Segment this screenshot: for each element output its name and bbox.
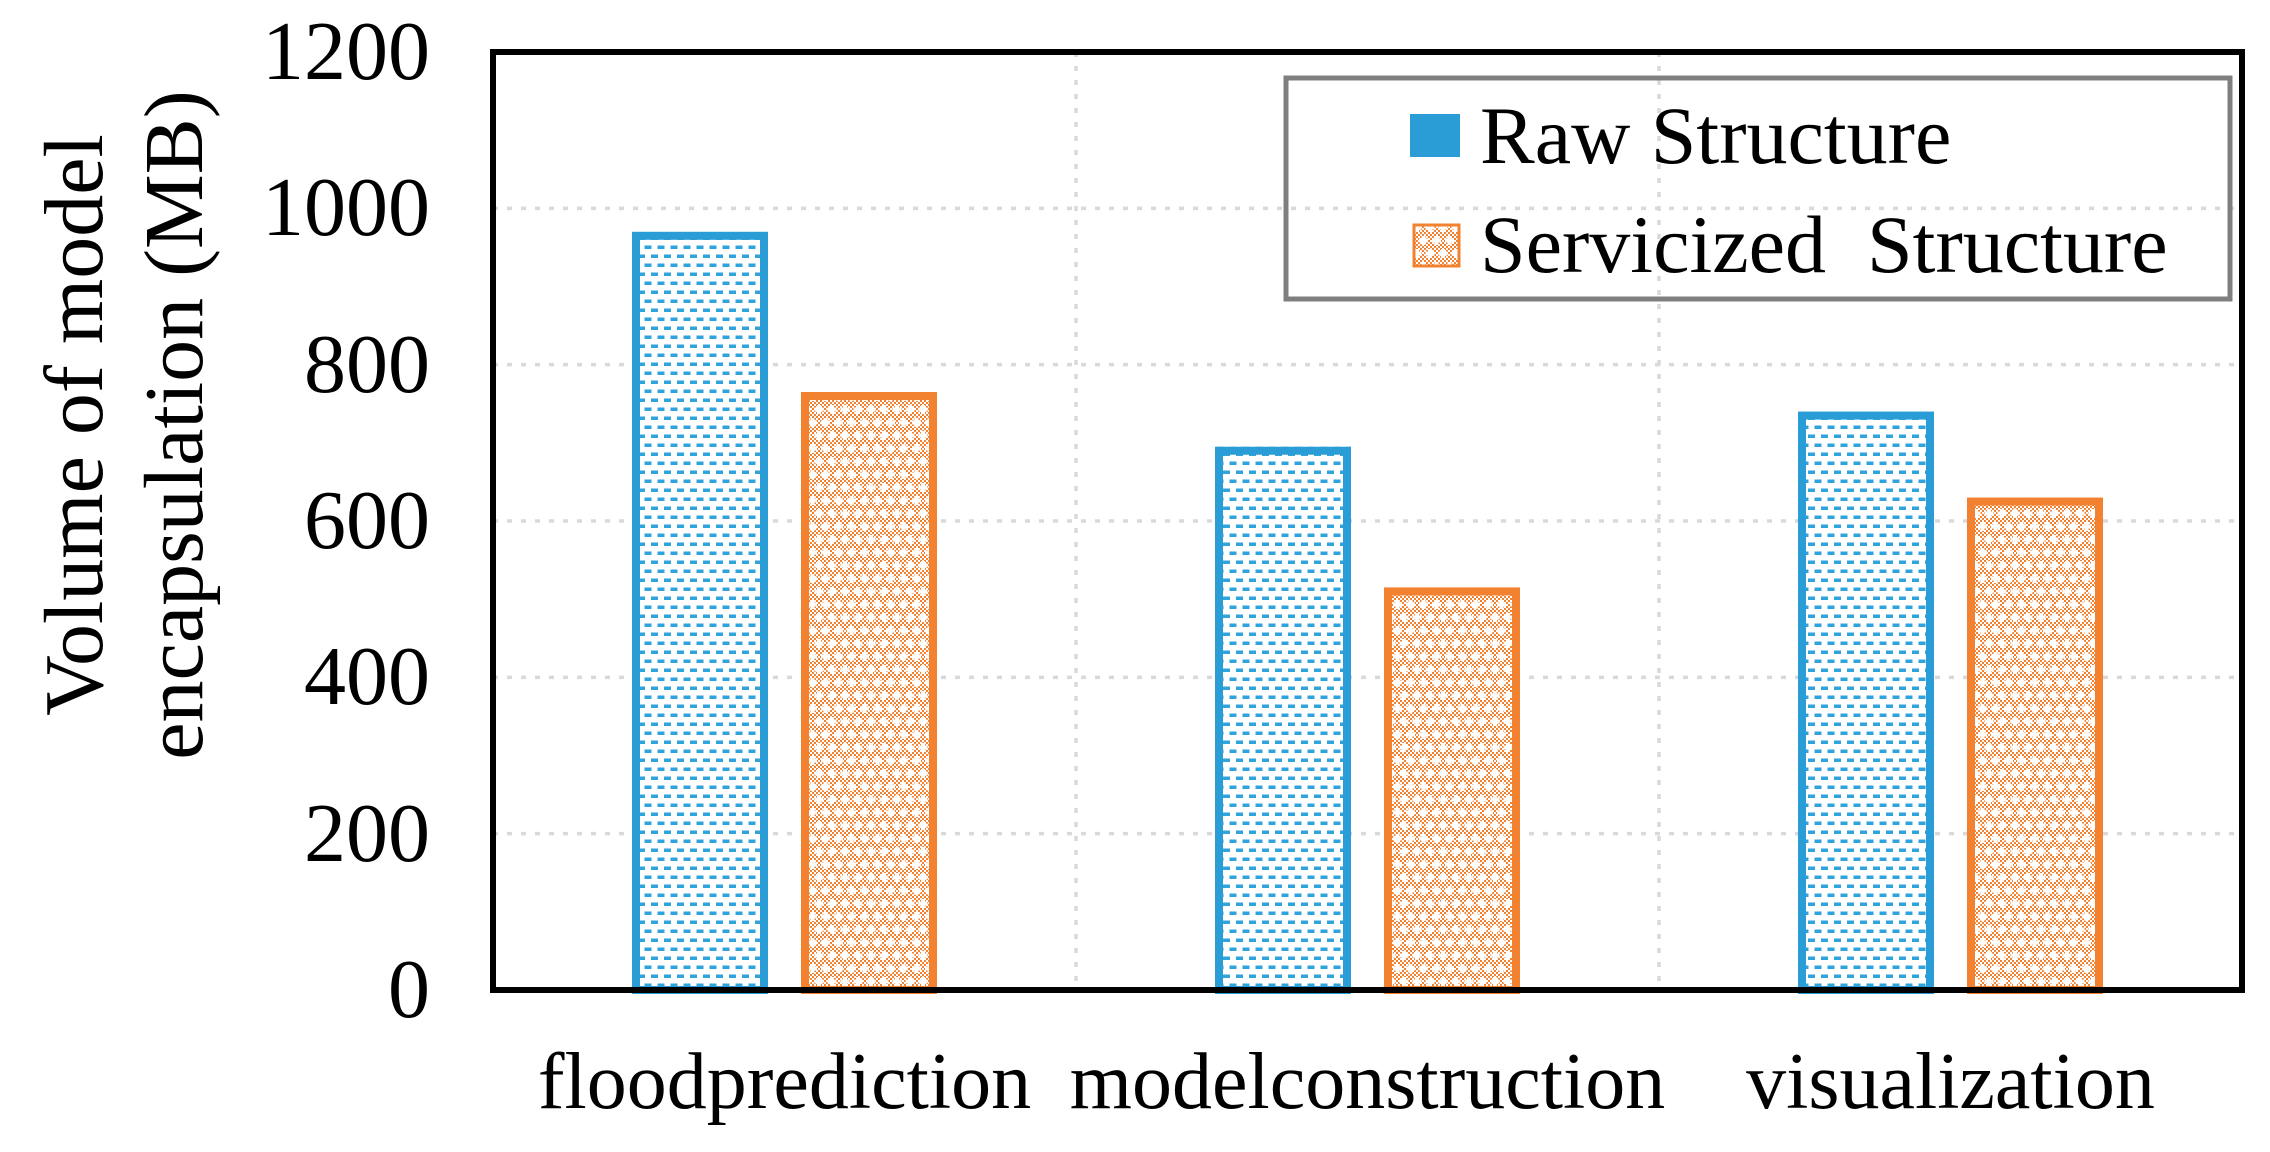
x-category-label-visualization: visualization xyxy=(1746,1038,2155,1126)
bars xyxy=(632,231,2103,995)
y-tick-label: 600 xyxy=(304,474,430,567)
legend-box xyxy=(1283,75,2233,302)
legend-label-raw-structure: Raw Structure xyxy=(1480,90,1952,181)
bar-raw-modelconstruction-fill xyxy=(1215,446,1351,990)
x-category-label-floodprediction: floodprediction xyxy=(537,1038,1032,1126)
axis-frame xyxy=(490,49,2245,993)
y-tick-label: 800 xyxy=(304,317,430,411)
gridlines xyxy=(493,52,2242,990)
bar-raw-floodprediction-fill xyxy=(632,231,768,991)
y-tick-label: 1200 xyxy=(262,5,430,98)
legend-border xyxy=(1283,75,2233,302)
legend-label-servicized-structure: Servicized Structure xyxy=(1480,199,2168,290)
bar-servicized-visualization-crosses xyxy=(1967,497,2103,990)
bar-raw-visualization-fill xyxy=(1798,411,1934,991)
y-tick-label: 0 xyxy=(388,943,430,1036)
legend-swatch-servicized-border xyxy=(1412,223,1461,268)
legend-swatch-servicized-crosses xyxy=(1414,225,1459,266)
y-tick-label: 1000 xyxy=(262,161,430,255)
bar-servicized-modelconstruction-crosses xyxy=(1384,587,1520,990)
y-tick-label: 200 xyxy=(304,786,430,880)
legend-swatch-raw-structure xyxy=(1410,114,1460,157)
y-tick-label: 400 xyxy=(304,630,430,724)
plot-border xyxy=(490,49,2245,993)
bar-servicized-floodprediction-crosses xyxy=(801,392,937,990)
x-category-label-modelconstruction: modelconstruction xyxy=(1069,1038,1666,1126)
